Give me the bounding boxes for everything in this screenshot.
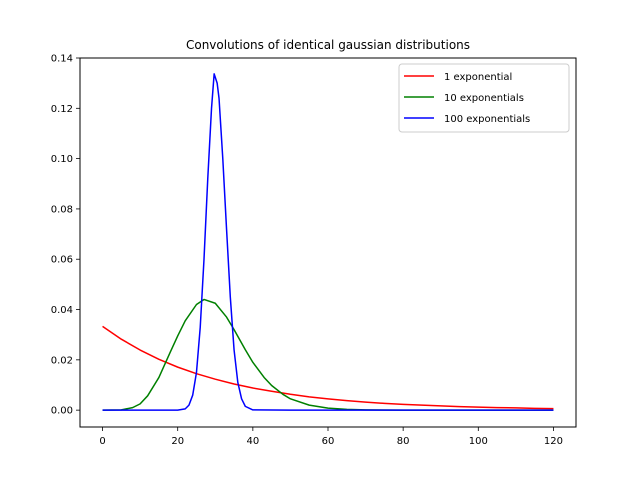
y-tick-label: 0.08: [51, 204, 73, 215]
y-tick-label: 0.06: [51, 255, 73, 266]
legend: 1 exponential 10 exponentials 100 exponent…: [398, 63, 570, 133]
y-tick-label: 0.02: [51, 355, 73, 366]
x-tick-label: 40: [246, 436, 259, 447]
series-line-3: [102, 73, 554, 411]
y-tick-label: 0.14: [51, 54, 73, 65]
legend-label-3: 100 exponentials: [444, 114, 530, 125]
x-tick-label: 100: [469, 436, 488, 447]
y-tick-label: 0.00: [51, 406, 73, 417]
x-tick-label: 60: [322, 436, 335, 447]
series-line-1: [102, 325, 554, 410]
x-tick-label: 120: [544, 436, 563, 447]
chart-title: Convolutions of identical gaussian distr…: [186, 38, 470, 52]
x-tick-label: 0: [99, 436, 105, 447]
y-tick-label: 0.12: [51, 104, 73, 115]
y-tick-label: 0.10: [51, 154, 73, 165]
legend-label-1: 1 exponential: [444, 72, 512, 83]
y-tick-label: 0.04: [51, 305, 73, 316]
legend-box: [398, 63, 570, 133]
x-tick-label: 20: [171, 436, 184, 447]
plot-area-frame: [79, 57, 577, 428]
ticks-layer: 0 20 40 60 80 100 120 0.00 0.02 0.04 0.06 0.08 0.10 0…: [51, 54, 563, 448]
legend-label-2: 10 exponentials: [444, 93, 524, 104]
x-tick-label: 80: [397, 436, 410, 447]
series-layer: [102, 73, 554, 411]
